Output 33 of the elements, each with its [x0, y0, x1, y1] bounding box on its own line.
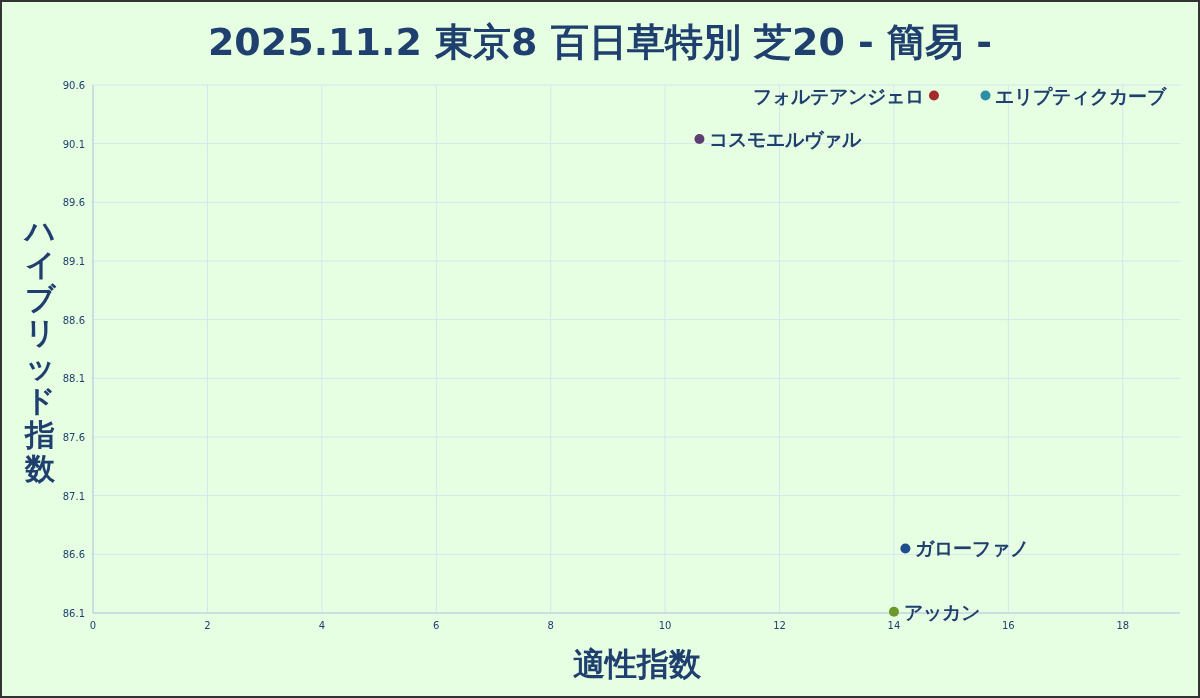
series-label: コスモエルヴァル	[709, 127, 863, 150]
point	[888, 606, 899, 617]
x-tick-label: 6	[433, 620, 440, 631]
y-axis-title: ハイブリッド指数	[22, 213, 57, 486]
x-tick-label: 8	[547, 620, 554, 631]
point	[694, 133, 705, 144]
point	[929, 90, 939, 101]
x-tick-label: 2	[204, 620, 211, 631]
y-tick-label: 89.1	[62, 256, 85, 267]
y-tick-label: 89.6	[62, 197, 85, 209]
y-tick-label: 87.6	[62, 432, 85, 443]
x-tick-label: 4	[318, 620, 326, 631]
x-tick-label: 16	[1002, 620, 1015, 631]
chart-title: 2025.11.2 東京8 百日草特別 芝20 - 簡易 -	[207, 20, 993, 64]
x-tick-label: 14	[887, 620, 901, 631]
x-tick-label: 18	[1116, 620, 1130, 631]
point	[900, 543, 911, 554]
series-label: エリプティクカーブ	[995, 84, 1168, 107]
series-label: ガローファノ	[915, 537, 1030, 560]
series-label: フォルテアンジェロ	[752, 84, 924, 107]
y-tick-label: 90.6	[62, 80, 85, 91]
point	[980, 90, 991, 101]
x-tick-label: 12	[773, 620, 786, 631]
y-tick-label: 86.1	[62, 608, 85, 619]
x-tick-label: 10	[658, 620, 672, 631]
x-axis-title: 適性指数	[572, 645, 702, 683]
y-tick-label: 88.6	[62, 314, 85, 326]
y-tick-label: 86.6	[62, 549, 85, 561]
y-tick-label: 87.1	[62, 490, 85, 502]
y-tick-label: 90.1	[62, 138, 85, 150]
x-tick-label: 0	[89, 620, 97, 631]
series-label: アッカン	[903, 600, 980, 623]
y-tick-label: 88.1	[62, 373, 85, 385]
